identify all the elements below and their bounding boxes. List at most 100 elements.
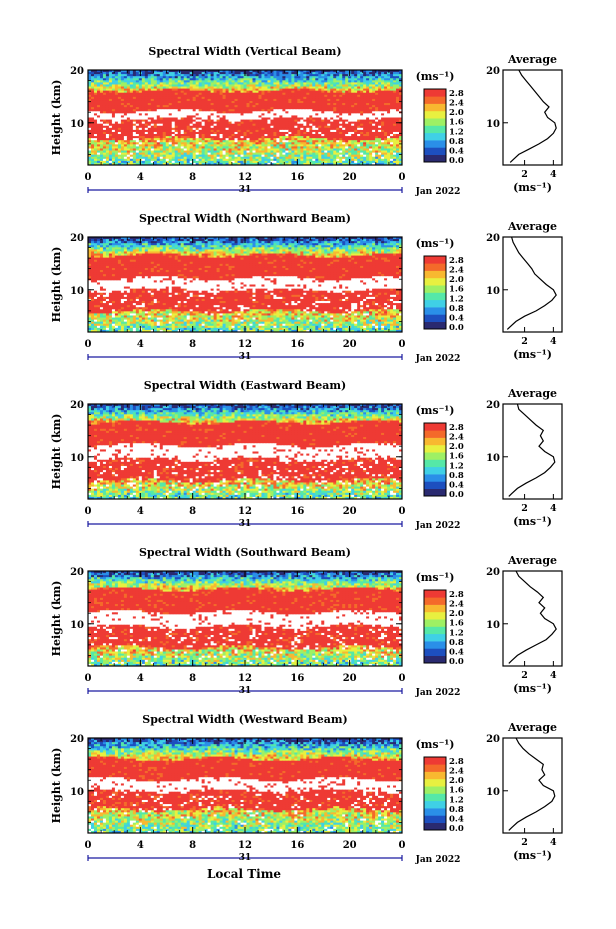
colorbar-segment [424,648,446,656]
colorbar-segment [424,452,446,460]
colorbar-tick-label: 0.8 [449,638,464,648]
colorbar-tick-label: 1.2 [449,461,464,471]
x-tick-label: 0 [399,339,406,350]
average-y-tick-label: 20 [486,734,500,745]
panel-2: Spectral Width (Northward Beam)1020Heigh… [50,212,563,364]
colorbar-tick-label: 2.8 [449,256,464,266]
colorbar-segment [424,757,446,765]
average-y-tick-label: 10 [486,286,500,297]
colorbar-tick-label: 1.6 [449,285,464,295]
heatmap [88,571,403,667]
colorbar-segment [424,321,446,330]
average-x-axis-title: (ms⁻¹) [513,181,552,194]
colorbar-tick-label: 2.4 [449,767,464,777]
colorbar-segment [424,154,446,163]
colorbar-segment [424,110,446,119]
date-day: 31 [239,519,252,529]
colorbar-segment [424,611,446,620]
average-profile-line [509,69,557,163]
colorbar-segment [424,800,446,809]
x-tick-label: 4 [137,172,144,183]
average-x-tick-label: 4 [550,670,557,681]
date-day: 31 [239,185,252,195]
colorbar-tick-label: 2.8 [449,590,464,600]
average-x-tick-label: 4 [550,169,557,180]
colorbar-segment [424,786,446,794]
x-tick-label: 0 [399,840,406,851]
x-tick-label: 0 [399,172,406,183]
colorbar-segment [424,430,446,438]
date-label: Jan 2022 [415,688,461,698]
x-tick-label: 20 [343,840,357,851]
date-label: Jan 2022 [415,354,461,364]
colorbar-segment [424,307,446,315]
colorbar-unit: (ms⁻¹) [416,70,455,83]
y-axis-title: Height (km) [50,414,63,490]
date-day: 31 [239,853,252,863]
colorbar-segment [424,292,446,301]
colorbar-tick-label: 1.2 [449,628,464,638]
colorbar-tick-label: 2.4 [449,600,464,610]
colorbar-segment [424,764,446,772]
colorbar-tick-label: 2.4 [449,433,464,443]
average-y-tick-label: 10 [486,787,500,798]
colorbar-tick-label: 0.0 [449,323,464,333]
colorbar-segment [424,96,446,104]
x-tick-label: 0 [399,506,406,517]
average-title: Average [507,554,557,567]
panel-title: Spectral Width (Eastward Beam) [144,379,346,392]
x-tick-label: 8 [189,339,196,350]
colorbar-segment [424,270,446,279]
x-tick-label: 0 [85,339,92,350]
y-tick-label: 10 [70,119,84,130]
x-tick-label: 20 [343,339,357,350]
colorbar-tick-label: 0.4 [449,146,464,156]
y-tick-label: 10 [70,620,84,631]
colorbar-segment [424,147,446,155]
panel-title: Spectral Width (Northward Beam) [139,212,351,225]
average-x-tick-label: 2 [521,503,528,514]
average-frame [502,69,563,166]
panel-title: Spectral Width (Westward Beam) [142,713,347,726]
average-x-tick-label: 4 [550,837,557,848]
colorbar-segment [424,118,446,126]
average-y-tick-label: 10 [486,119,500,130]
average-x-axis-title: (ms⁻¹) [513,515,552,528]
colorbar-segment [424,285,446,293]
average-x-tick-label: 2 [521,837,528,848]
colorbar-unit: (ms⁻¹) [416,738,455,751]
colorbar-tick-label: 0.8 [449,304,464,314]
x-tick-label: 8 [189,172,196,183]
average-frame [502,236,563,333]
average-y-tick-label: 10 [486,453,500,464]
colorbar-tick-label: 0.0 [449,490,464,500]
colorbar-tick-label: 0.8 [449,137,464,147]
y-tick-label: 10 [70,286,84,297]
x-tick-label: 16 [290,506,304,517]
colorbar-frame [423,589,447,664]
x-tick-label: 16 [290,673,304,684]
y-tick-label: 20 [70,734,84,745]
average-y-tick-label: 10 [486,620,500,631]
colorbar-tick-label: 0.4 [449,480,464,490]
y-tick-label: 20 [70,233,84,244]
colorbar-segment [424,778,446,787]
colorbar-tick-label: 2.8 [449,423,464,433]
colorbar-segment [424,256,446,264]
average-y-tick-label: 20 [486,233,500,244]
colorbar-segment [424,633,446,642]
colorbar-tick-label: 2.8 [449,89,464,99]
x-tick-label: 8 [189,506,196,517]
colorbar-tick-label: 1.2 [449,127,464,137]
x-tick-label: 8 [189,673,196,684]
colorbar-tick-label: 1.2 [449,294,464,304]
x-tick-label: 16 [290,172,304,183]
colorbar-segment [424,263,446,271]
heatmap [88,404,403,500]
colorbar-tick-label: 1.6 [449,118,464,128]
y-tick-label: 10 [70,453,84,464]
colorbar-segment [424,604,446,613]
colorbar-segment [424,626,446,635]
y-tick-label: 20 [70,567,84,578]
